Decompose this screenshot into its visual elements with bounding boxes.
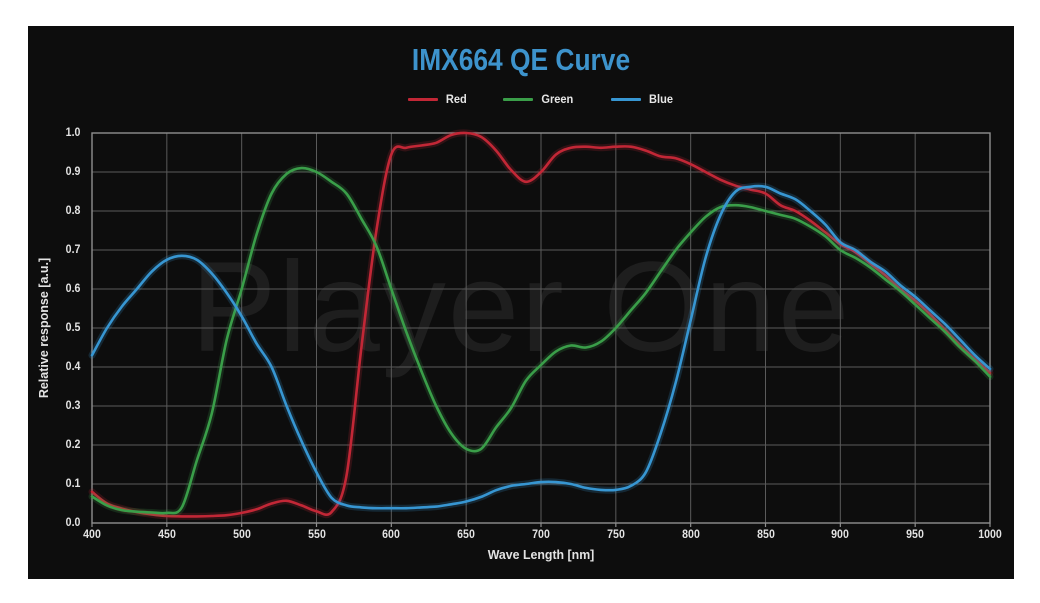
- plot-area: [88, 129, 994, 527]
- watermark: Player One: [190, 236, 852, 379]
- red-series-line: [90, 131, 992, 518]
- x-tick-label: 950: [906, 529, 924, 541]
- legend-swatch-blue: [611, 97, 642, 101]
- x-tick-label: 850: [756, 529, 775, 541]
- legend-label-blue: Blue: [649, 92, 674, 106]
- blue-series-line: [90, 184, 992, 510]
- x-tick-label: 550: [307, 529, 326, 541]
- x-tick-label: 450: [158, 529, 176, 541]
- y-tick-label: 0.6: [65, 283, 81, 295]
- y-tick-label: 0.8: [65, 205, 81, 217]
- x-axis-label: Wave Length [nm]: [487, 547, 595, 562]
- chart-title: IMX664 QE Curve: [411, 42, 631, 77]
- x-axis-ticks: [91, 523, 991, 527]
- y-tick-label: 0.2: [65, 439, 81, 451]
- y-axis-label: Relative response [a.u.]: [37, 257, 51, 399]
- green-series-line: [90, 166, 992, 515]
- y-tick-label: 0.0: [65, 517, 81, 529]
- x-tick-label: 500: [232, 529, 251, 541]
- x-tick-label: 400: [83, 529, 101, 541]
- y-tick-label: 0.3: [65, 400, 81, 412]
- chart-canvas: Player One IMX664 QE Curve Red Green Blue …: [28, 26, 1014, 579]
- legend-label-green: Green: [541, 92, 574, 106]
- x-tick-label: 650: [457, 529, 475, 541]
- legend: Red Green Blue: [92, 92, 990, 106]
- y-tick-label: 0.9: [65, 166, 81, 178]
- legend-item-green: Green: [503, 92, 575, 106]
- legend-swatch-red: [407, 97, 438, 101]
- y-tick-label: 0.1: [65, 478, 81, 490]
- x-tick-label: 800: [681, 529, 700, 541]
- legend-item-red: Red: [407, 92, 468, 106]
- y-tick-label: 1.0: [65, 127, 81, 139]
- legend-label-red: Red: [445, 92, 467, 106]
- y-tick-label: 0.7: [65, 244, 81, 256]
- x-tick-label: 1000: [978, 529, 1002, 541]
- x-tick-label: 900: [831, 529, 850, 541]
- x-tick-label: 700: [532, 529, 550, 541]
- legend-swatch-green: [503, 97, 534, 101]
- y-tick-label: 0.4: [65, 361, 81, 373]
- x-tick-label: 600: [382, 529, 401, 541]
- y-tick-label: 0.5: [65, 322, 81, 334]
- legend-item-blue: Blue: [611, 92, 674, 106]
- x-tick-label: 750: [607, 529, 625, 541]
- gridlines: [91, 132, 991, 524]
